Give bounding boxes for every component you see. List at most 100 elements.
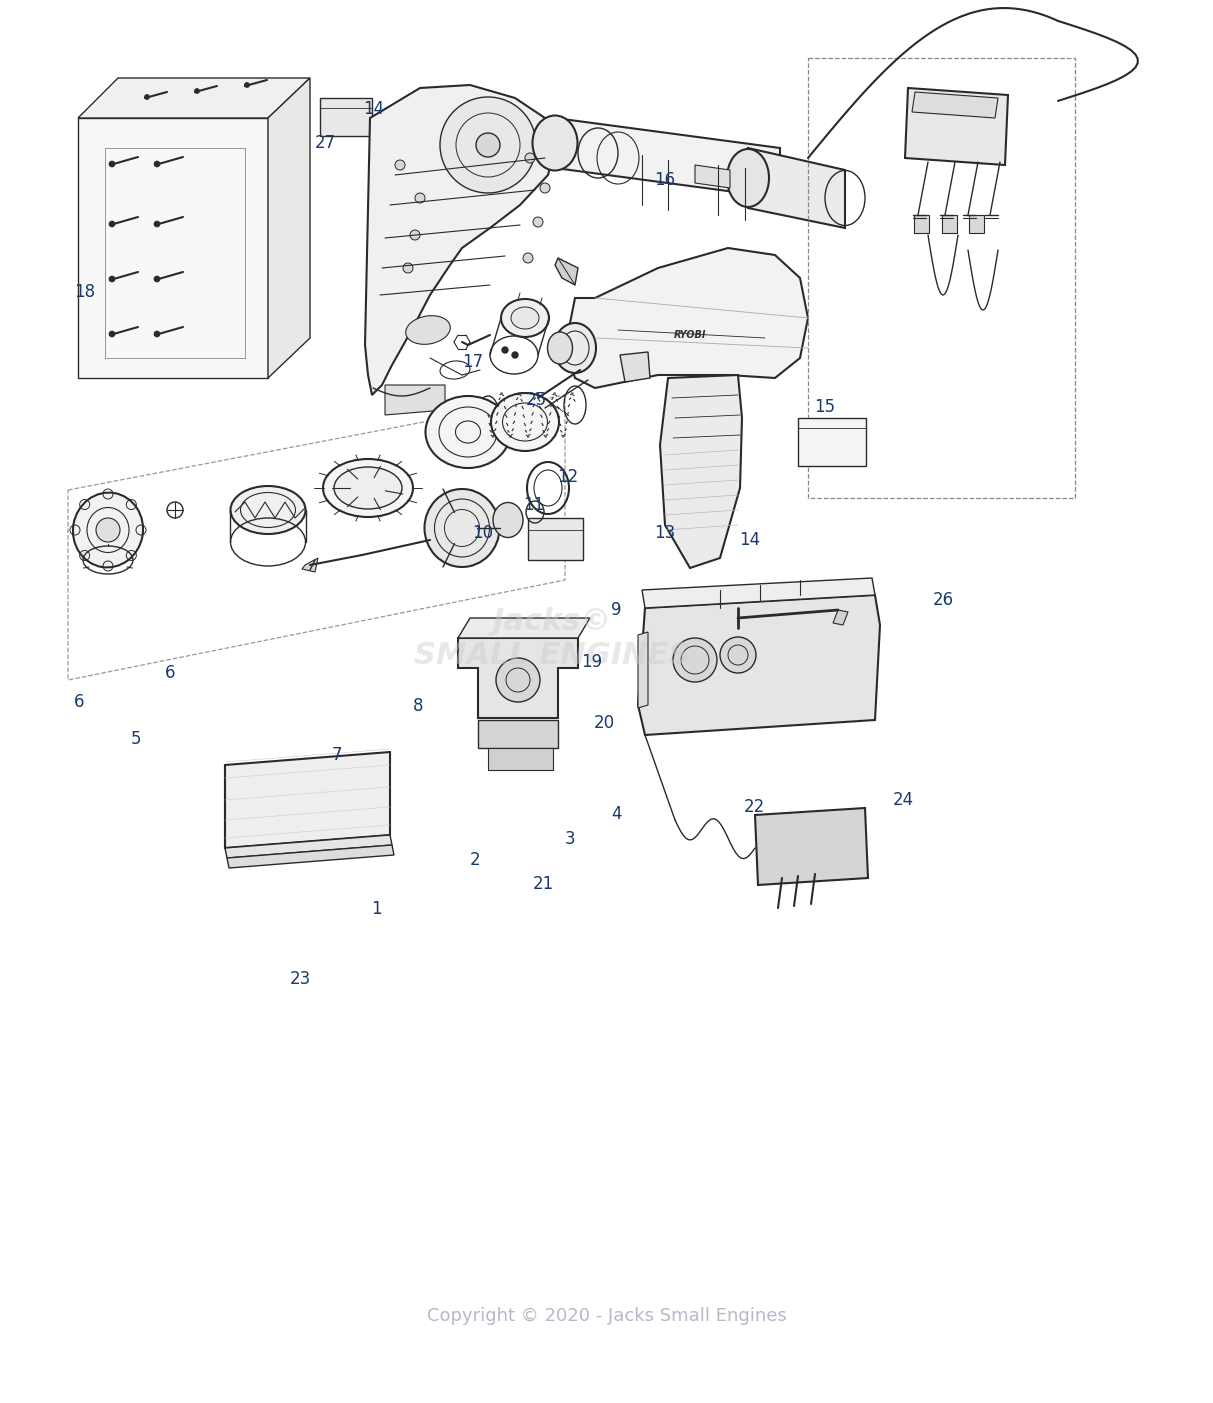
Text: 18: 18 — [74, 283, 96, 300]
Circle shape — [109, 161, 115, 167]
Text: 6: 6 — [74, 693, 84, 710]
Text: 13: 13 — [654, 525, 676, 542]
Circle shape — [96, 518, 120, 542]
Circle shape — [512, 352, 518, 358]
Circle shape — [154, 161, 160, 167]
Text: 1: 1 — [371, 901, 381, 918]
Circle shape — [154, 276, 160, 282]
Polygon shape — [78, 118, 268, 377]
Polygon shape — [302, 558, 318, 572]
Circle shape — [144, 94, 149, 100]
Text: 14: 14 — [363, 101, 385, 118]
Polygon shape — [78, 79, 311, 118]
Ellipse shape — [621, 297, 636, 318]
Polygon shape — [224, 752, 391, 847]
Bar — [943, 215, 957, 233]
Ellipse shape — [323, 459, 412, 516]
Circle shape — [154, 222, 160, 227]
Text: 3: 3 — [565, 831, 575, 847]
Polygon shape — [638, 595, 879, 735]
Text: 19: 19 — [581, 654, 603, 671]
Circle shape — [109, 222, 115, 227]
Polygon shape — [695, 166, 730, 188]
Text: 26: 26 — [933, 592, 955, 609]
Circle shape — [533, 217, 543, 227]
Circle shape — [523, 253, 533, 262]
Ellipse shape — [334, 467, 402, 509]
Ellipse shape — [547, 333, 573, 363]
Bar — [915, 215, 929, 233]
Circle shape — [440, 97, 536, 194]
Polygon shape — [224, 835, 392, 859]
Polygon shape — [268, 79, 311, 377]
Ellipse shape — [425, 490, 500, 567]
Ellipse shape — [230, 485, 306, 535]
Ellipse shape — [501, 299, 549, 337]
Ellipse shape — [491, 393, 559, 450]
Circle shape — [245, 83, 250, 87]
Ellipse shape — [426, 396, 511, 469]
Text: 16: 16 — [654, 171, 676, 188]
Text: 21: 21 — [533, 875, 554, 892]
Text: 8: 8 — [414, 697, 423, 714]
Text: RYOBI: RYOBI — [673, 330, 706, 340]
Ellipse shape — [405, 316, 450, 344]
Polygon shape — [905, 88, 1008, 166]
Circle shape — [403, 262, 412, 274]
Polygon shape — [833, 610, 848, 624]
Circle shape — [496, 658, 540, 702]
Text: 24: 24 — [893, 791, 915, 808]
Circle shape — [502, 347, 508, 354]
Text: 11: 11 — [523, 497, 545, 513]
Ellipse shape — [511, 307, 539, 328]
Text: 14: 14 — [739, 532, 761, 549]
Text: 25: 25 — [525, 391, 547, 408]
Circle shape — [395, 160, 405, 170]
Polygon shape — [556, 258, 579, 285]
Circle shape — [673, 638, 717, 682]
Polygon shape — [642, 578, 875, 607]
Polygon shape — [625, 297, 665, 328]
Polygon shape — [912, 93, 998, 118]
Circle shape — [525, 153, 535, 163]
Ellipse shape — [533, 115, 577, 171]
Polygon shape — [754, 808, 869, 885]
Polygon shape — [478, 720, 558, 748]
Ellipse shape — [492, 502, 523, 537]
Bar — [320, 98, 372, 136]
Text: 15: 15 — [814, 398, 836, 415]
Text: 23: 23 — [290, 971, 312, 988]
Text: 27: 27 — [314, 135, 336, 152]
Bar — [528, 518, 583, 560]
Text: 17: 17 — [462, 354, 484, 370]
Polygon shape — [638, 631, 648, 709]
Circle shape — [194, 88, 199, 94]
Circle shape — [154, 331, 160, 337]
Polygon shape — [227, 845, 394, 868]
Text: 4: 4 — [611, 805, 621, 822]
Text: Jacks©
SMALL ENGINES: Jacks© SMALL ENGINES — [414, 607, 690, 669]
Text: 2: 2 — [471, 852, 480, 868]
Polygon shape — [385, 384, 445, 415]
Text: 10: 10 — [472, 525, 494, 542]
Text: 22: 22 — [744, 798, 765, 815]
Polygon shape — [365, 86, 556, 396]
Text: Copyright © 2020 - Jacks Small Engines: Copyright © 2020 - Jacks Small Engines — [427, 1308, 786, 1324]
Circle shape — [475, 133, 500, 157]
Text: 5: 5 — [131, 731, 141, 748]
Circle shape — [415, 194, 425, 203]
Bar — [798, 418, 866, 466]
Polygon shape — [459, 638, 579, 718]
Polygon shape — [620, 352, 650, 382]
Circle shape — [410, 230, 420, 240]
Ellipse shape — [73, 492, 143, 567]
Circle shape — [721, 637, 756, 673]
Polygon shape — [660, 375, 742, 568]
Ellipse shape — [554, 323, 596, 373]
Polygon shape — [556, 118, 780, 198]
Bar — [969, 215, 984, 233]
Bar — [488, 748, 553, 770]
Circle shape — [540, 182, 549, 194]
Text: 7: 7 — [332, 746, 342, 763]
Text: 20: 20 — [593, 714, 615, 731]
